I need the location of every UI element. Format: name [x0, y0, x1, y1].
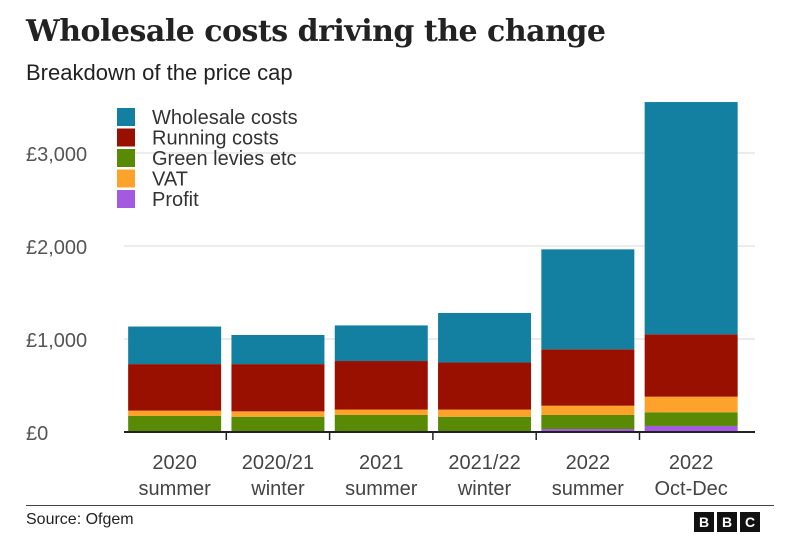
bar-segment-running-costs: [334, 361, 428, 410]
x-tick-label: summer: [139, 478, 212, 500]
x-tick-label: 2020/21: [242, 452, 314, 474]
x-tick-label: summer: [552, 478, 625, 500]
legend-swatch: [117, 190, 135, 208]
bar-segment-vat: [128, 410, 222, 417]
y-tick-label: £1,000: [26, 330, 87, 352]
legend-label: Profit: [152, 189, 199, 211]
y-tick-label: £3,000: [26, 144, 87, 166]
bar-segment-green-levies-etc: [438, 416, 532, 432]
bar-segment-green-levies-etc: [541, 414, 635, 430]
bar-segment-green-levies-etc: [644, 412, 738, 426]
bar-segment-green-levies-etc: [231, 416, 325, 432]
x-tick-label: 2022: [669, 452, 714, 474]
chart-subtitle: Breakdown of the price cap: [26, 60, 293, 85]
legend-swatch: [117, 108, 135, 126]
bar-segment-vat: [644, 396, 738, 413]
source-note: Source: Ofgem: [26, 511, 134, 528]
bar-segment-wholesale-costs: [541, 249, 635, 350]
bar-segment-profit: [644, 425, 738, 432]
bar-segment-vat: [334, 409, 428, 415]
footer-divider: [26, 505, 774, 506]
bar-segment-vat: [438, 409, 532, 417]
bar-segment-vat: [231, 411, 325, 417]
x-tick-label: winter: [250, 478, 305, 500]
legend-swatch: [117, 169, 135, 188]
x-tick-label: 2022: [566, 452, 611, 474]
chart-title: Wholesale costs driving the change: [26, 14, 606, 49]
x-tick-label: summer: [345, 478, 418, 500]
legend-label: Wholesale costs: [152, 107, 298, 129]
bar-segment-running-costs: [231, 364, 325, 412]
bar-segment-wholesale-costs: [438, 312, 532, 363]
bar-segment-wholesale-costs: [644, 102, 738, 335]
bar-segment-wholesale-costs: [231, 335, 325, 365]
x-tick-label: winter: [457, 478, 512, 500]
legend-label: Green levies etc: [152, 148, 297, 170]
bar-segment-running-costs: [438, 362, 532, 410]
bar-segment-running-costs: [541, 349, 635, 406]
x-tick-label: 2020: [152, 452, 197, 474]
y-tick-label: £2,000: [26, 237, 87, 259]
bar-segment-green-levies-etc: [128, 416, 222, 432]
legend-swatch: [117, 128, 135, 147]
legend-label: VAT: [152, 169, 188, 191]
bar-segment-profit: [541, 429, 635, 432]
bar-segment-wholesale-costs: [334, 325, 428, 362]
bar-segment-running-costs: [128, 364, 222, 411]
bar-segment-vat: [541, 405, 635, 415]
legend-label: Running costs: [152, 128, 279, 150]
bar-segment-running-costs: [644, 334, 738, 397]
x-tick-label: Oct-Dec: [654, 478, 727, 500]
bar-segment-green-levies-etc: [334, 414, 428, 432]
y-tick-label: £0: [26, 423, 48, 445]
legend-swatch: [117, 149, 135, 167]
stacked-bar-chart: £0 £1,000 £2,000 £3,000 2020 summer 2020/21 win…: [26, 102, 755, 500]
x-tick-label: 2021: [359, 452, 404, 474]
x-tick-label: 2021/22: [448, 452, 520, 474]
bar-segment-wholesale-costs: [128, 326, 222, 365]
